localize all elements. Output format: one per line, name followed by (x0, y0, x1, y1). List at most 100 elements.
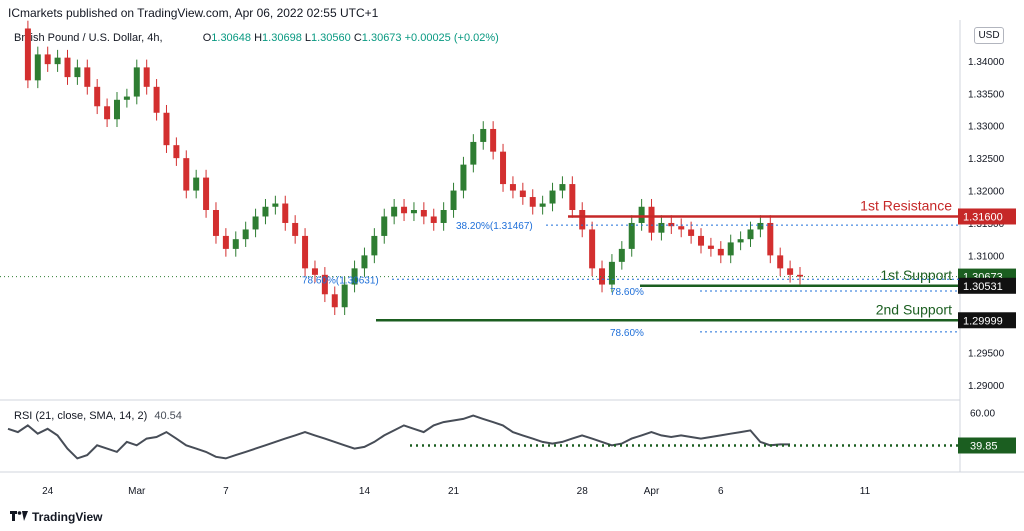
candle-body (222, 235, 229, 249)
time-tick-label: 21 (448, 486, 460, 497)
high-value: 1.30698 (262, 32, 302, 44)
tradingview-logo-icon (10, 510, 28, 524)
level-price-text: 1.29999 (963, 315, 1003, 327)
candle-body (747, 229, 754, 240)
candle-body (727, 242, 734, 256)
high-label: H (254, 32, 263, 44)
time-axis[interactable]: 24 Mar 7 14 21 28 Apr 6 11 (42, 486, 870, 497)
candle-body (282, 203, 289, 223)
rsi-legend: RSI (21, close, SMA, 14, 2) 40.54 (14, 410, 182, 422)
candle-body (54, 57, 61, 65)
candle-body (203, 177, 210, 210)
candle-body (440, 210, 447, 223)
candle-body (410, 210, 417, 214)
time-tick-label: Mar (128, 486, 146, 497)
candle-body (698, 235, 705, 246)
candle-body (420, 210, 427, 217)
candle-body (628, 222, 635, 249)
candle-body (331, 294, 338, 308)
time-tick-label: 6 (718, 486, 724, 497)
symbol-legend: British Pound / U.S. Dollar, 4h, O1.3064… (14, 32, 499, 44)
level-price-tag (958, 277, 1016, 294)
rsi-level-text: 39.85 (970, 440, 998, 452)
candle-body (401, 206, 408, 214)
candle-body (450, 190, 457, 210)
level-label: 1st Resistance (860, 197, 952, 213)
candle-body (173, 145, 180, 159)
candle-body (292, 222, 299, 236)
candle-body (549, 190, 556, 204)
publisher-header: ICmarkets published on TradingView.com, … (8, 6, 379, 20)
time-tick-label: 24 (42, 486, 54, 497)
candle-body (707, 245, 714, 249)
candle-body (84, 67, 91, 87)
fib-label: 78.60% (610, 328, 644, 339)
candle-body (678, 226, 685, 230)
candle-body (341, 284, 348, 308)
change-value: +0.00025 (+0.02%) (404, 32, 499, 44)
level-price-text: 1.30531 (963, 281, 1003, 293)
time-tick-label: Apr (644, 486, 660, 497)
candle-body (509, 184, 516, 191)
candle-body (24, 28, 31, 81)
candle-body (153, 86, 160, 113)
candle-body (64, 57, 71, 78)
price-series (24, 20, 803, 316)
candle-body (232, 239, 239, 249)
low-label: L (304, 32, 311, 44)
candle-body (618, 248, 625, 262)
candle-body (579, 210, 586, 230)
fib-annotations: 78.60%(1.30631) 38.20%(1.31467) 78.60% 78.6… (302, 221, 960, 339)
candle-body (529, 197, 536, 207)
price-tick-label: 1.33000 (968, 122, 1005, 133)
rsi-pane: 39.85 60.00 (7, 408, 1016, 460)
level-label: 1st Support (880, 267, 952, 283)
candle-body (163, 112, 170, 146)
open-value: 1.30648 (211, 32, 252, 44)
candle-body (559, 184, 566, 191)
rsi-value: 40.54 (154, 410, 182, 422)
candle-body (648, 206, 655, 233)
candle-body (470, 141, 477, 165)
candle-body (460, 164, 467, 191)
candle-body (302, 235, 309, 269)
candle-body (589, 229, 596, 269)
rsi-tick-label: 60.00 (970, 408, 995, 419)
candle-body (717, 248, 724, 256)
candle-body (608, 261, 615, 285)
candle-body (737, 239, 744, 243)
fib-label: 78.60%(1.30631) (302, 275, 379, 286)
candle-body (104, 106, 111, 120)
currency-button[interactable]: USD (974, 27, 1004, 44)
candle-body (94, 86, 101, 107)
candle-body (252, 216, 259, 230)
candle-body (351, 268, 358, 285)
low-value: 1.30560 (311, 32, 351, 44)
level-price-tag (958, 208, 1016, 225)
footer: TradingView (10, 510, 102, 524)
candle-body (371, 235, 378, 256)
level-price-tag (958, 312, 1016, 329)
candle-body (490, 128, 497, 152)
candle-body (272, 203, 279, 207)
candle-body (688, 229, 695, 236)
candle-body (242, 229, 249, 240)
rsi-level-tag (958, 437, 1016, 454)
price-tick-label: 1.29500 (968, 349, 1005, 360)
price-tick-label: 1.32000 (968, 187, 1005, 198)
rsi-title: RSI (21, close, SMA, 14, 2) (14, 410, 148, 422)
candle-body (183, 158, 190, 191)
rsi-line (7, 414, 790, 460)
price-tick-label: 1.31000 (968, 251, 1005, 262)
candle-body (212, 210, 219, 236)
time-tick-label: 14 (359, 486, 371, 497)
price-tick-label: 1.34000 (968, 57, 1005, 68)
close-label: C (353, 32, 362, 44)
candle-body (797, 274, 803, 277)
candle-body (430, 216, 437, 223)
open-label: O (202, 32, 212, 44)
candle-body (74, 67, 81, 78)
candle-body (787, 268, 794, 275)
